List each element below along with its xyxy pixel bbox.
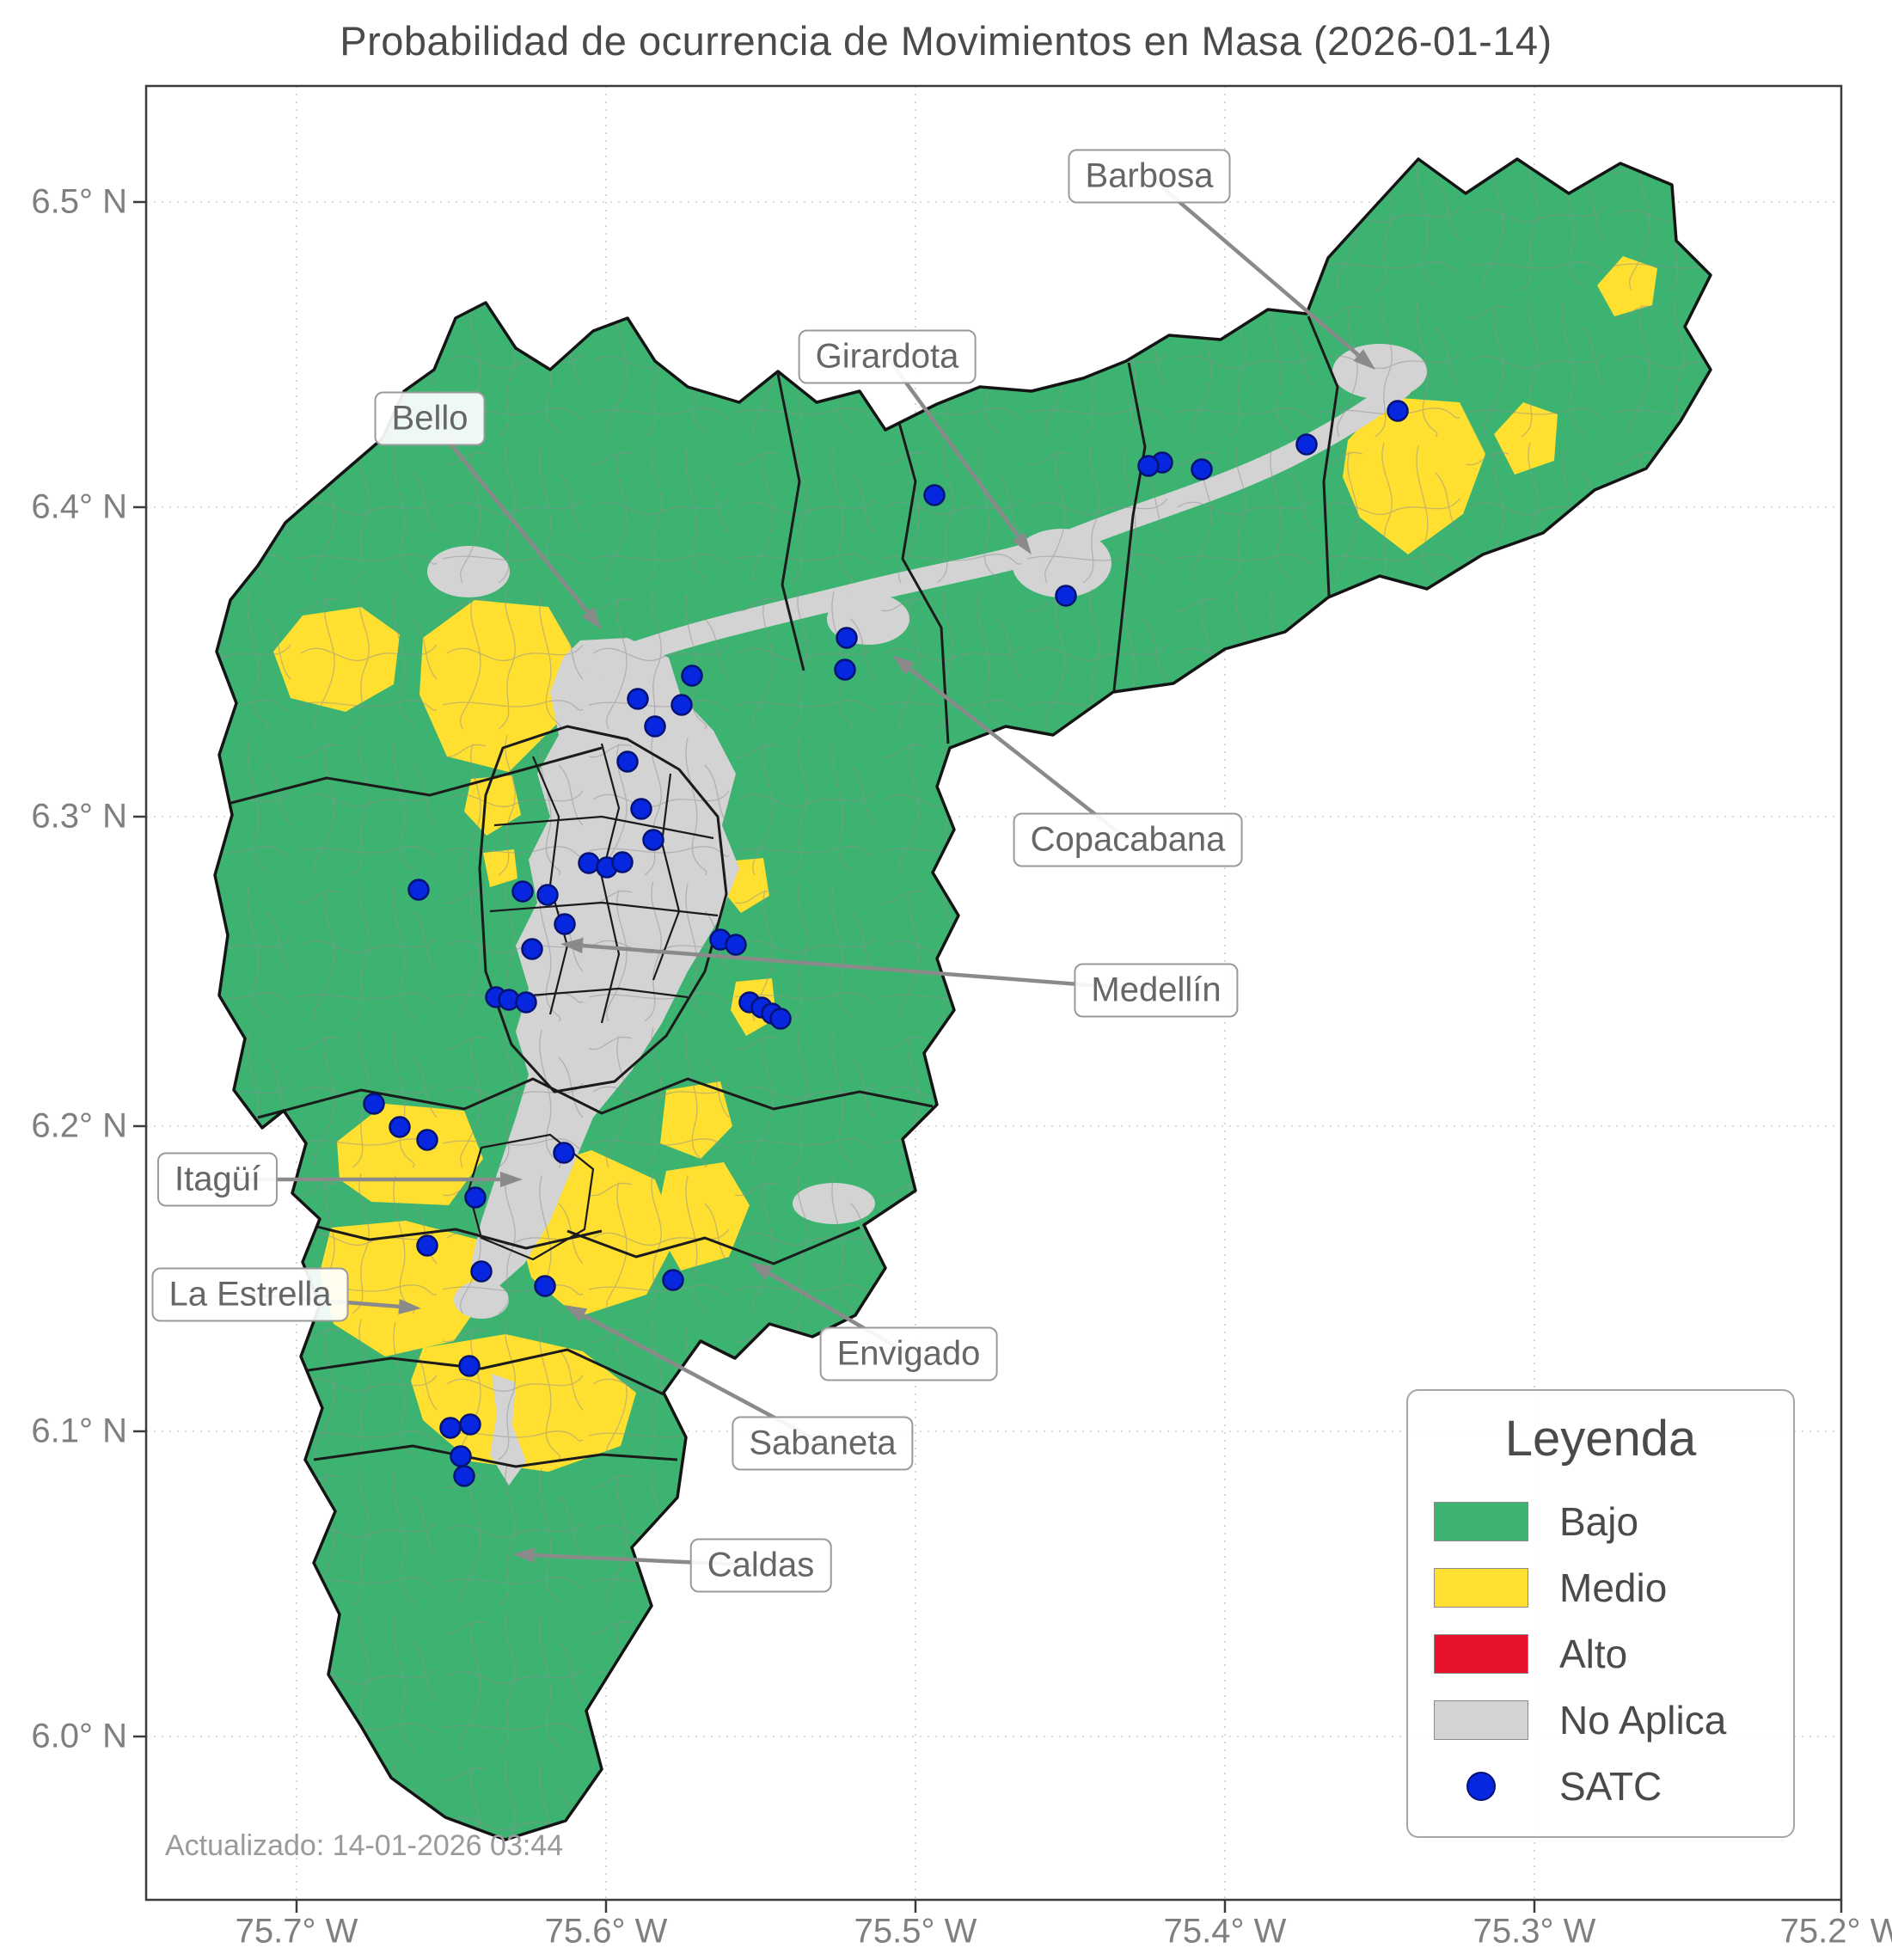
- legend-satc-swatch: [1434, 1771, 1528, 1801]
- satc-dot: [644, 715, 666, 738]
- satc-dot: [439, 1417, 462, 1439]
- legend-items: Bajo Medio Alto No Aplica SATC: [1434, 1488, 1767, 1819]
- satc-dot: [1055, 585, 1077, 607]
- municipal-boundary: [892, 403, 950, 744]
- satc-dot: [578, 852, 600, 874]
- comuna-grid: [506, 987, 689, 999]
- annotation-arrowhead: [560, 938, 584, 953]
- satc-dot: [470, 1260, 493, 1283]
- municipal-boundary: [227, 746, 603, 805]
- comuna-grid: [489, 901, 719, 917]
- legend-item-alto: Alto: [1434, 1620, 1767, 1687]
- annotation-arrowhead: [1353, 349, 1375, 370]
- annotation-arrowhead: [581, 607, 602, 629]
- satc-dot: [836, 627, 858, 649]
- annotation-arrow: [428, 417, 590, 614]
- figure-title: Probabilidad de ocurrencia de Movimiento…: [340, 18, 1552, 64]
- satc-dot: [416, 1234, 438, 1257]
- annotation-arrow: [1148, 175, 1360, 357]
- municipal-boundary: [291, 1219, 603, 1250]
- satc-dot: [616, 750, 639, 773]
- municipal-boundary: [1307, 315, 1339, 597]
- legend-swatch: [1434, 1633, 1528, 1674]
- annotation-arrowhead: [892, 655, 915, 676]
- satc-dot: [1387, 400, 1409, 422]
- satc-dot: [450, 1445, 472, 1467]
- satc-dot: [769, 1008, 792, 1030]
- satc-dot: [521, 938, 543, 960]
- annotation-arrow: [885, 355, 1020, 538]
- satc-dot: [416, 1129, 438, 1151]
- satc-dot: [834, 658, 856, 681]
- satc-dot: [611, 851, 634, 873]
- satc-dot: [464, 1186, 487, 1209]
- annotation-arrow: [582, 943, 1157, 993]
- satc-dot: [681, 665, 703, 687]
- municipal-boundary: [566, 1226, 860, 1265]
- municipal-boundary: [302, 1348, 664, 1396]
- municipal-boundary: [313, 1444, 678, 1468]
- satc-dot: [642, 829, 664, 851]
- municipal-boundary: [257, 1077, 934, 1119]
- satc-dot: [536, 884, 559, 906]
- municipal-boundary: [1112, 362, 1147, 691]
- annotation-arrowhead: [500, 1172, 523, 1187]
- legend-swatch: [1434, 1501, 1528, 1541]
- satc-dot: [670, 694, 693, 716]
- satc-dot: [458, 1355, 481, 1377]
- comuna-grid: [493, 815, 714, 840]
- satc-dot: [923, 484, 946, 506]
- legend-item-label: No Aplica: [1559, 1697, 1727, 1743]
- satc-dot: [725, 934, 747, 956]
- satc-dot: [407, 879, 430, 901]
- legend-item-no-aplica: No Aplica: [1434, 1687, 1767, 1753]
- annotation-arrowhead: [398, 1298, 421, 1314]
- comuna-grid: [652, 773, 681, 981]
- legend-item-label: SATC: [1559, 1763, 1662, 1809]
- satc-dot: [554, 913, 576, 935]
- satc-dot: [534, 1275, 556, 1297]
- annotation-arrowhead: [1012, 531, 1032, 554]
- legend-item-label: Alto: [1559, 1631, 1628, 1676]
- satc-dot: [553, 1142, 575, 1164]
- comuna-ring: [478, 725, 728, 1093]
- satc-dot: [662, 1269, 684, 1291]
- legend-item-satc: SATC: [1434, 1753, 1767, 1819]
- legend-item-medio: Medio: [1434, 1554, 1767, 1620]
- updated-text: Actualizado: 14-01-2026 03:44: [165, 1829, 564, 1862]
- satc-dot: [453, 1465, 475, 1487]
- annotation-arrowhead: [564, 1305, 588, 1323]
- satc-points: [363, 400, 1409, 1487]
- satc-dot: [627, 688, 649, 710]
- legend-item-label: Bajo: [1559, 1498, 1639, 1544]
- annotation-arrowhead: [512, 1547, 536, 1564]
- satc-dot: [515, 991, 537, 1014]
- satc-dot: [389, 1116, 411, 1138]
- legend-satc-dot-icon: [1466, 1771, 1496, 1801]
- legend: Leyenda Bajo Medio Alto No Aplica SATC: [1406, 1389, 1795, 1838]
- municipal-boundary: [776, 373, 805, 671]
- annotation-arrow: [909, 667, 1130, 842]
- satc-dot: [459, 1413, 481, 1436]
- annotation-arrowhead: [750, 1262, 774, 1280]
- satc-dot: [630, 798, 652, 820]
- satc-dot: [1295, 433, 1318, 456]
- tick-marks: [133, 200, 1843, 1913]
- legend-item-bajo: Bajo: [1434, 1488, 1767, 1554]
- legend-swatch: [1434, 1700, 1528, 1740]
- satc-dot: [1137, 455, 1160, 477]
- legend-title: Leyenda: [1504, 1411, 1697, 1467]
- legend-swatch: [1434, 1567, 1528, 1608]
- satc-dot: [363, 1093, 385, 1115]
- satc-dot: [511, 880, 534, 903]
- satc-dot: [1191, 458, 1213, 481]
- plot-frame: [144, 84, 1843, 1902]
- legend-item-label: Medio: [1559, 1565, 1668, 1610]
